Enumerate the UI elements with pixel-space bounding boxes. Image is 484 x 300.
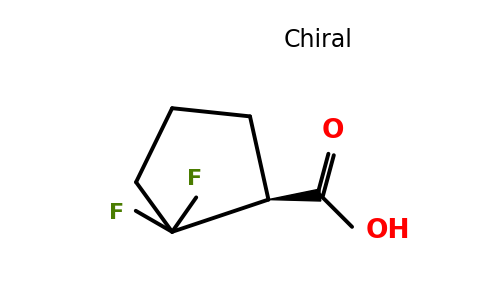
Text: OH: OH <box>366 218 410 244</box>
Text: Chiral: Chiral <box>284 28 352 52</box>
Text: F: F <box>187 169 202 189</box>
Text: O: O <box>322 118 344 145</box>
Polygon shape <box>269 189 321 201</box>
Text: F: F <box>108 203 124 223</box>
